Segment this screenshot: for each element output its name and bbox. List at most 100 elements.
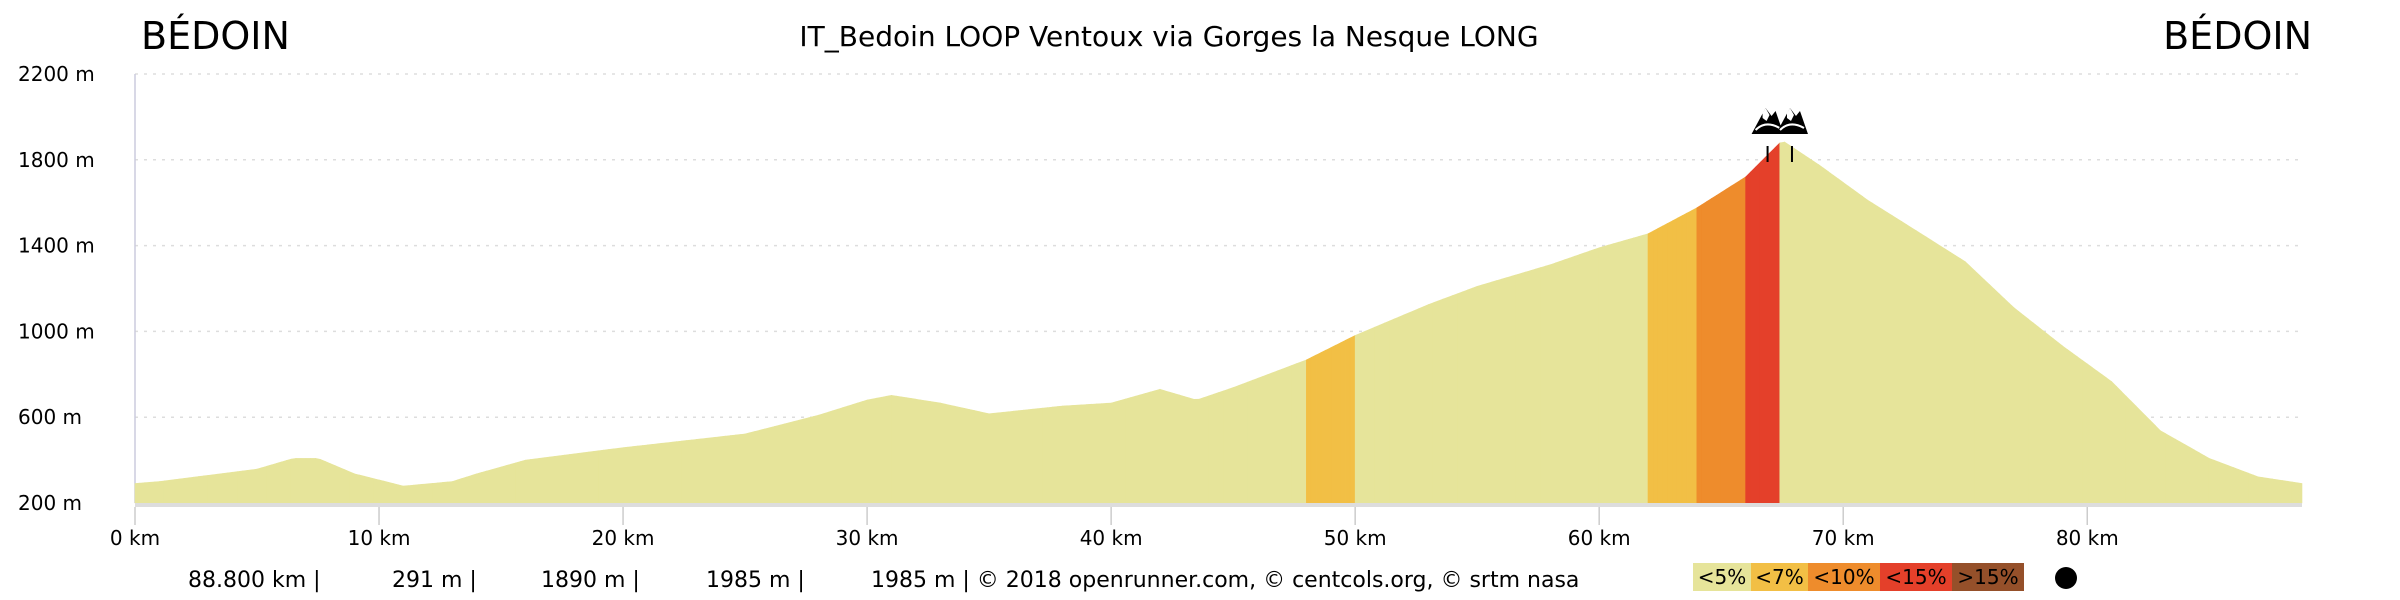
profile-segment (876, 396, 883, 504)
mountain-snow (1786, 108, 1794, 121)
profile-segment (412, 484, 419, 504)
profile-segment (1862, 195, 1868, 504)
profile-segment (1808, 157, 1815, 504)
y-tick-label: 600 m (18, 405, 82, 429)
profile-segment (354, 473, 360, 504)
profile-segment (227, 471, 233, 504)
profile-segment (2199, 452, 2205, 504)
end-location-label: BÉDOIN (2163, 14, 2312, 58)
stat-max-elevation: 1890 m | (541, 568, 640, 593)
profile-segment (1657, 225, 1663, 504)
profile-segment (339, 467, 346, 504)
profile-segment (481, 470, 487, 504)
profile-segment (1349, 334, 1356, 504)
profile-segment (315, 458, 321, 504)
profile-segment (852, 402, 858, 504)
profile-segment (2125, 395, 2132, 504)
profile-segment (1598, 245, 1605, 504)
profile-segment (408, 484, 414, 504)
profile-segment (2208, 457, 2215, 504)
profile-segment (1579, 252, 1585, 504)
profile-segment (246, 469, 253, 504)
profile-segment (1413, 308, 1419, 504)
profile-segment (983, 412, 990, 504)
profile-segment (1711, 194, 1717, 504)
profile-segment (1525, 270, 1532, 504)
profile-segment (2218, 461, 2225, 504)
profile-segment (1193, 398, 1200, 504)
profile-segment (1764, 151, 1771, 504)
x-tick-label: 80 km (2056, 526, 2119, 550)
profile-segment (1891, 214, 1898, 504)
profile-segment (1945, 248, 1951, 504)
profile-segment (2228, 465, 2234, 504)
profile-segment (1022, 409, 1029, 504)
profile-segment (461, 476, 468, 504)
profile-segment (2135, 405, 2142, 504)
profile-segment (2008, 302, 2015, 504)
profile-segment (2130, 400, 2137, 504)
profile-segment (1223, 388, 1229, 504)
profile-segment (1916, 230, 1922, 504)
profile-segment (378, 479, 385, 504)
profile-segment (300, 458, 307, 504)
profile-segment (1647, 230, 1654, 504)
profile-segment (1803, 154, 1810, 504)
profile-segment (2062, 345, 2069, 504)
profile-segment (1032, 408, 1039, 504)
stat-descent-credits: 1985 m | © 2018 openrunner.com, © centco… (871, 568, 1580, 593)
profile-segment (388, 482, 394, 504)
profile-segment (1901, 221, 1907, 504)
profile-segment (1989, 284, 1995, 504)
x-tick-label: 10 km (348, 526, 411, 550)
profile-segment (2155, 425, 2161, 504)
profile-segment (1369, 326, 1375, 504)
profile-segment (1706, 198, 1712, 504)
profile-segment (1506, 275, 1512, 504)
mountain-snow (1762, 108, 1770, 121)
profile-segment (637, 445, 643, 504)
profile-segment (368, 477, 375, 504)
profile-segment (1374, 324, 1380, 504)
profile-segment (622, 446, 629, 504)
profile-segment (1262, 374, 1268, 504)
profile-segment (1994, 288, 2000, 504)
profile-segment (1179, 394, 1185, 504)
profile-segment (2257, 476, 2264, 504)
profile-segment (1203, 395, 1210, 504)
profile-segment (1589, 249, 1595, 504)
profile-segment (510, 462, 516, 504)
profile-segment (1594, 247, 1600, 504)
profile-segment (603, 449, 609, 504)
profile-segment (583, 451, 590, 504)
profile-segment (393, 483, 399, 504)
profile-segment (1872, 202, 1878, 504)
profile-segment (837, 407, 843, 504)
profile-segment (1545, 264, 1551, 504)
profile-segment (1208, 393, 1214, 504)
profile-segment (2047, 334, 2054, 504)
profile-segment (451, 479, 458, 504)
profile-segment (1960, 258, 1966, 504)
profile-segment (1984, 279, 1990, 504)
profile-segment (725, 435, 731, 504)
profile-segment (1267, 372, 1273, 504)
profile-segment (476, 472, 482, 504)
profile-segment (212, 473, 219, 504)
legend-gt15: >15% (1952, 563, 2024, 591)
profile-segment (1452, 293, 1458, 504)
profile-segment (1296, 361, 1302, 504)
profile-segment (1198, 397, 1205, 504)
profile-segment (1667, 220, 1673, 504)
profile-segment (1003, 411, 1009, 504)
profile-segment (417, 483, 424, 504)
profile-segment (1676, 215, 1683, 504)
profile-segment (686, 439, 692, 504)
profile-segment (2233, 467, 2239, 504)
profile-segment (1745, 171, 1751, 504)
profile-segment (2223, 463, 2230, 504)
profile-segment (261, 465, 268, 504)
profile-segment (1628, 237, 1634, 504)
profile-segment (1925, 236, 1932, 504)
profile-segment (749, 431, 756, 504)
